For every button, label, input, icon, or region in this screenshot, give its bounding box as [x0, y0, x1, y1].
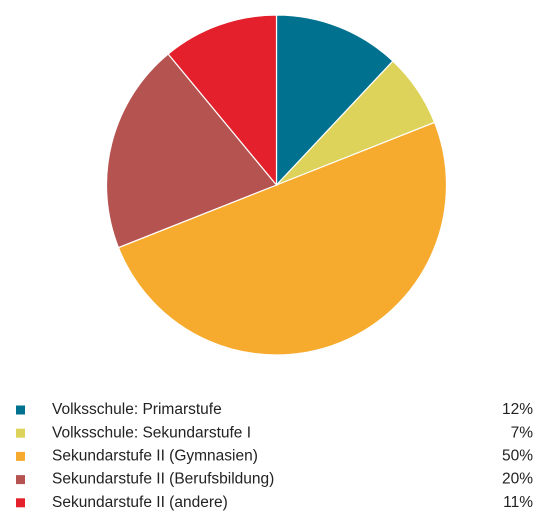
legend-swatch	[16, 428, 25, 438]
value-label: 20%	[502, 471, 533, 488]
pie-slice	[167, 14, 278, 187]
value-label: 7%	[511, 424, 534, 441]
value-label: 50%	[502, 447, 533, 464]
pie-slice	[117, 121, 448, 356]
legend-swatch	[16, 475, 25, 485]
legend-label: Sekundarstufe II (Gymnasien)	[52, 447, 258, 464]
value-label: 12%	[502, 401, 533, 418]
pie-slice	[105, 53, 278, 249]
legend-swatch	[16, 405, 25, 415]
value-label: 11%	[503, 494, 533, 511]
legend-label: Sekundarstufe II (Berufsbildung)	[52, 471, 274, 488]
legend-label: Volksschule: Primarstufe	[52, 401, 222, 418]
legend-label: Sekundarstufe II (andere)	[52, 494, 228, 511]
legend-swatch	[16, 498, 25, 508]
legend-swatch	[16, 451, 25, 461]
legend-label: Volksschule: Sekundarstufe I	[52, 424, 251, 441]
pie-slice	[275, 14, 394, 187]
